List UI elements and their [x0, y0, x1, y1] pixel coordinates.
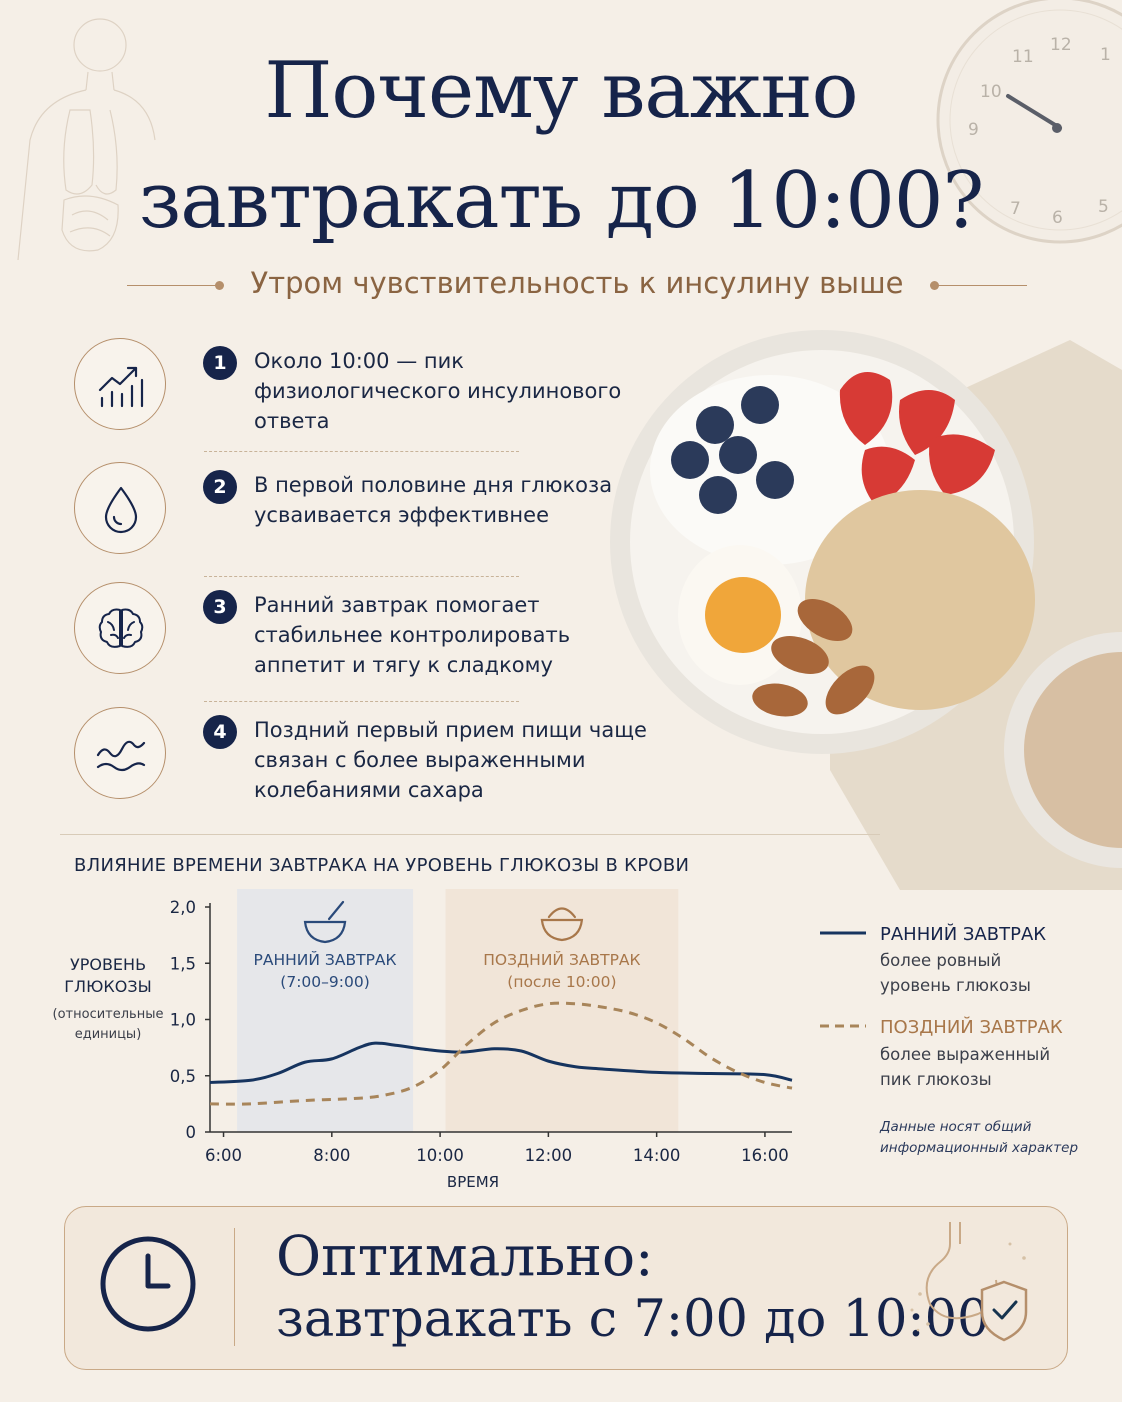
clock-number: 10 [980, 82, 1002, 102]
benefit-item-1: 1 Около 10:00 — пик физиологического инс… [74, 338, 634, 448]
benefit-icon-ring [74, 338, 166, 430]
y-tick-label: 0,5 [170, 1067, 196, 1086]
drop-icon [104, 486, 138, 534]
benefit-number: 4 [203, 715, 237, 749]
optimal-heading: Оптимально: [276, 1224, 654, 1288]
optimal-time-range: завтракать с 7:00 до 10:00 [276, 1290, 990, 1349]
y-axis-label-line2: ГЛЮКОЗЫ [64, 977, 151, 996]
benefit-text: В первой половине дня глюкоза усваиваетс… [254, 473, 613, 527]
benefit-icon-ring [74, 462, 166, 554]
optimal-time-box [64, 1206, 1068, 1370]
clock-number: 9 [968, 120, 979, 140]
clock-illustration: 11 12 1 10 9 6 5 7 [936, 0, 1122, 244]
trending-up-icon [98, 366, 144, 408]
benefit-number: 3 [203, 590, 237, 624]
x-tick-label: 6:00 [205, 1146, 242, 1165]
body-outline-illustration [17, 18, 156, 261]
legend-late-desc-line2: пик глюкозы [880, 1070, 992, 1089]
y-axis-note-line2: единицы) [75, 1027, 142, 1042]
legend-early-title: РАННИЙ ЗАВТРАК [880, 923, 1046, 945]
series-line-late [209, 1001, 793, 1106]
divider [204, 451, 519, 452]
clock-number: 5 [1098, 197, 1109, 217]
benefit-number: 2 [203, 470, 237, 504]
y-tick-label: 1,5 [170, 954, 196, 973]
legend-early-desc-line2: уровень глюкозы [880, 976, 1031, 995]
band-early [237, 889, 414, 1132]
page-title-line2: завтракать до 10:00? [138, 156, 985, 246]
benefit-text: Около 10:00 — пик физиологического инсул… [254, 349, 622, 433]
band-sublabel: (7:00–9:00) [280, 973, 369, 991]
page-title-line1: Почему важно [264, 46, 858, 136]
x-tick-label: 14:00 [633, 1146, 681, 1165]
oats [805, 490, 1035, 710]
chart-divider [60, 834, 880, 835]
chart-note-line1: Данные носят общий [879, 1119, 1032, 1135]
x-tick-label: 8:00 [313, 1146, 350, 1165]
x-axis-label: ВРЕМЯ [447, 1173, 499, 1191]
legend-late-title: ПОЗДНИЙ ЗАВТРАК [880, 1016, 1063, 1038]
x-tick-label: 12:00 [525, 1146, 573, 1165]
clock-icon [100, 1236, 196, 1332]
y-tick-label: 1,0 [170, 1011, 196, 1030]
benefit-number: 1 [203, 346, 237, 380]
legend-late-desc-line1: более выраженный [880, 1045, 1050, 1064]
legend-early-desc-line1: более ровный [880, 951, 1001, 970]
subtitle: Утром чувствительность к инсулину выше [228, 266, 926, 300]
clock-number: 11 [1012, 47, 1034, 67]
benefit-item-2: 2 В первой половине дня глюкоза усваивае… [74, 462, 634, 572]
almond [797, 598, 853, 642]
band-late [445, 889, 679, 1132]
y-axis-label-line1: УРОВЕНЬ [70, 955, 146, 974]
benefit-text: Поздний первый прием пищи чаще связан с … [254, 718, 647, 802]
dish-icon [540, 907, 584, 942]
wave-icon [96, 740, 146, 772]
benefit-text: Ранний завтрак помогает стабильнее контр… [254, 593, 571, 677]
clock-number: 6 [1052, 208, 1063, 228]
clock-hour-hand [1006, 94, 1062, 130]
y-tick-label: 0 [186, 1123, 197, 1142]
optimal-divider [234, 1228, 235, 1346]
chart-note-line2: информационный характер [880, 1140, 1078, 1156]
x-tick-label: 16:00 [741, 1146, 789, 1165]
benefit-item-3: 3 Ранний завтрак помогает стабильнее кон… [74, 582, 634, 692]
y-tick-label: 2,0 [170, 898, 196, 917]
subtitle-row: Утром чувствительность к инсулину выше [127, 266, 1027, 306]
band-sublabel: (после 10:00) [507, 973, 616, 991]
clock-number: 12 [1050, 35, 1072, 55]
stomach-shield-icon [910, 1222, 1028, 1342]
benefit-icon-ring [74, 582, 166, 674]
x-tick-label: 10:00 [416, 1146, 464, 1165]
benefit-item-4: 4 Поздний первый прием пищи чаще связан … [74, 707, 647, 817]
bowl-icon [303, 900, 347, 944]
breakfast-bowl-illustration [610, 330, 1122, 890]
clock-number: 7 [1010, 199, 1021, 219]
band-label: ПОЗДНИЙ ЗАВТРАК [483, 950, 640, 969]
strawberry [839, 372, 893, 445]
series-line-early [209, 1041, 793, 1084]
divider [204, 701, 519, 702]
band-label: РАННИЙ ЗАВТРАК [254, 950, 397, 969]
divider [204, 576, 519, 577]
brain-icon [98, 608, 144, 648]
benefit-icon-ring [74, 707, 166, 799]
clock-number: 1 [1100, 45, 1111, 65]
glucose-chart: РАННИЙ ЗАВТРАК (7:00–9:00) ПОЗДНИЙ ЗАВТРАК… [53, 889, 1078, 1191]
y-axis-note-line1: (относительные [53, 1007, 164, 1022]
chart-title: ВЛИЯНИЕ ВРЕМЕНИ ЗАВТРАКА НА УРОВЕНЬ ГЛЮК… [74, 855, 690, 876]
